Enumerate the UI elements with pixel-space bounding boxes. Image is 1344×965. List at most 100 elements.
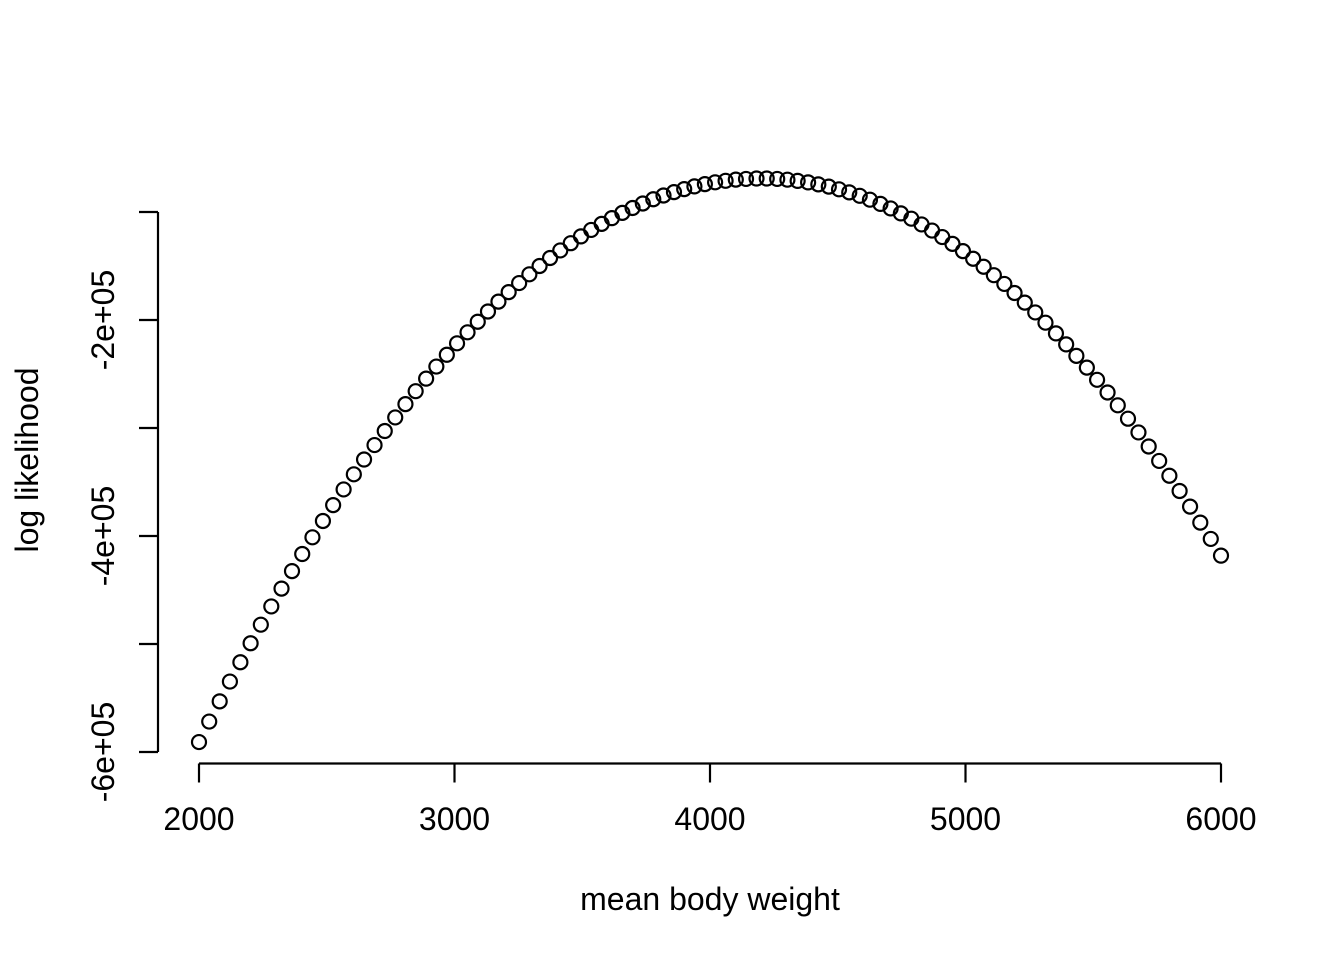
data-point [500, 284, 517, 301]
data-point [800, 174, 817, 191]
data-point [335, 481, 352, 498]
data-point [428, 358, 445, 375]
data-point [583, 221, 600, 239]
data-point [645, 191, 662, 208]
data-point [325, 497, 342, 514]
x-tick-label: 2000 [163, 801, 234, 837]
data-point [748, 170, 765, 187]
data-point [541, 249, 559, 267]
data-point [820, 178, 837, 195]
data-point [1068, 347, 1085, 364]
data-point [1161, 467, 1178, 484]
y-axis-title: log likelihood [9, 367, 45, 552]
y-tick-label: -6e+05 [85, 702, 121, 803]
data-point [985, 267, 1002, 284]
x-tick-label: 4000 [674, 801, 745, 837]
data-point [707, 174, 724, 191]
data-point [263, 598, 280, 615]
x-tick-label: 3000 [419, 801, 490, 837]
data-point [448, 335, 466, 352]
data-point [779, 171, 796, 188]
data-point [696, 176, 713, 193]
x-tick-label: 5000 [930, 801, 1001, 837]
data-point [190, 733, 208, 751]
data-point [232, 654, 249, 671]
data-point [676, 181, 693, 198]
data-point [737, 170, 755, 188]
y-tick-label: -2e+05 [85, 270, 121, 371]
data-point [201, 713, 218, 730]
data-point [810, 176, 827, 193]
data-point [861, 191, 879, 208]
data-point [789, 172, 806, 189]
data-point [211, 693, 228, 710]
data-point [242, 635, 259, 652]
data-point [1016, 294, 1033, 311]
data-point [872, 195, 889, 212]
data-point [996, 275, 1013, 293]
data-point [665, 184, 683, 201]
data-point [376, 422, 393, 440]
y-tick-label: -4e+05 [85, 486, 121, 587]
data-point [614, 204, 631, 221]
data-points-group [190, 170, 1230, 751]
data-point [1088, 371, 1106, 388]
data-point [345, 466, 362, 483]
data-point [418, 370, 435, 387]
data-point [490, 293, 507, 310]
data-point [273, 580, 290, 597]
data-point [479, 303, 497, 320]
data-point [851, 187, 868, 204]
data-point [717, 172, 734, 189]
data-point [1192, 514, 1209, 531]
data-point [923, 222, 941, 239]
data-point [511, 274, 528, 292]
data-point [397, 396, 414, 413]
data-point [314, 512, 332, 530]
data-point [965, 250, 982, 267]
data-point [1027, 304, 1044, 321]
data-point [841, 184, 858, 201]
x-tick-label: 6000 [1185, 801, 1256, 837]
data-point [655, 187, 672, 204]
data-point [1078, 359, 1095, 376]
data-point [1047, 325, 1065, 342]
data-point [934, 228, 951, 246]
data-point [1181, 498, 1199, 515]
data-point [221, 673, 239, 690]
data-point [1109, 397, 1126, 414]
data-point [634, 195, 651, 212]
data-point [387, 409, 404, 426]
data-point [469, 313, 486, 330]
data-point [1119, 410, 1137, 427]
data-point [283, 562, 301, 580]
data-point [1171, 482, 1188, 500]
data-point [1212, 547, 1230, 564]
data-point [438, 346, 455, 363]
data-point [1130, 424, 1147, 441]
data-point [572, 228, 590, 245]
data-point [252, 616, 269, 633]
data-point [769, 170, 786, 188]
data-point [624, 199, 641, 217]
data-point [1151, 452, 1168, 470]
data-point [294, 545, 311, 563]
data-point [686, 178, 703, 195]
data-point [355, 451, 373, 468]
data-point [366, 436, 383, 454]
data-point [830, 181, 848, 198]
data-point [562, 235, 579, 252]
data-point [521, 266, 538, 283]
data-point [407, 383, 424, 400]
data-point [459, 324, 476, 341]
x-axis-title: mean body weight [580, 881, 840, 917]
data-point [1037, 314, 1054, 331]
data-point [304, 529, 321, 546]
data-point [975, 258, 992, 275]
data-point [1202, 530, 1219, 548]
data-point [954, 242, 972, 260]
axes-group: -2e+05 -4e+05 -6e+05 2000 3000 4000 5000 6000 [85, 210, 1257, 837]
data-point [1058, 336, 1075, 353]
